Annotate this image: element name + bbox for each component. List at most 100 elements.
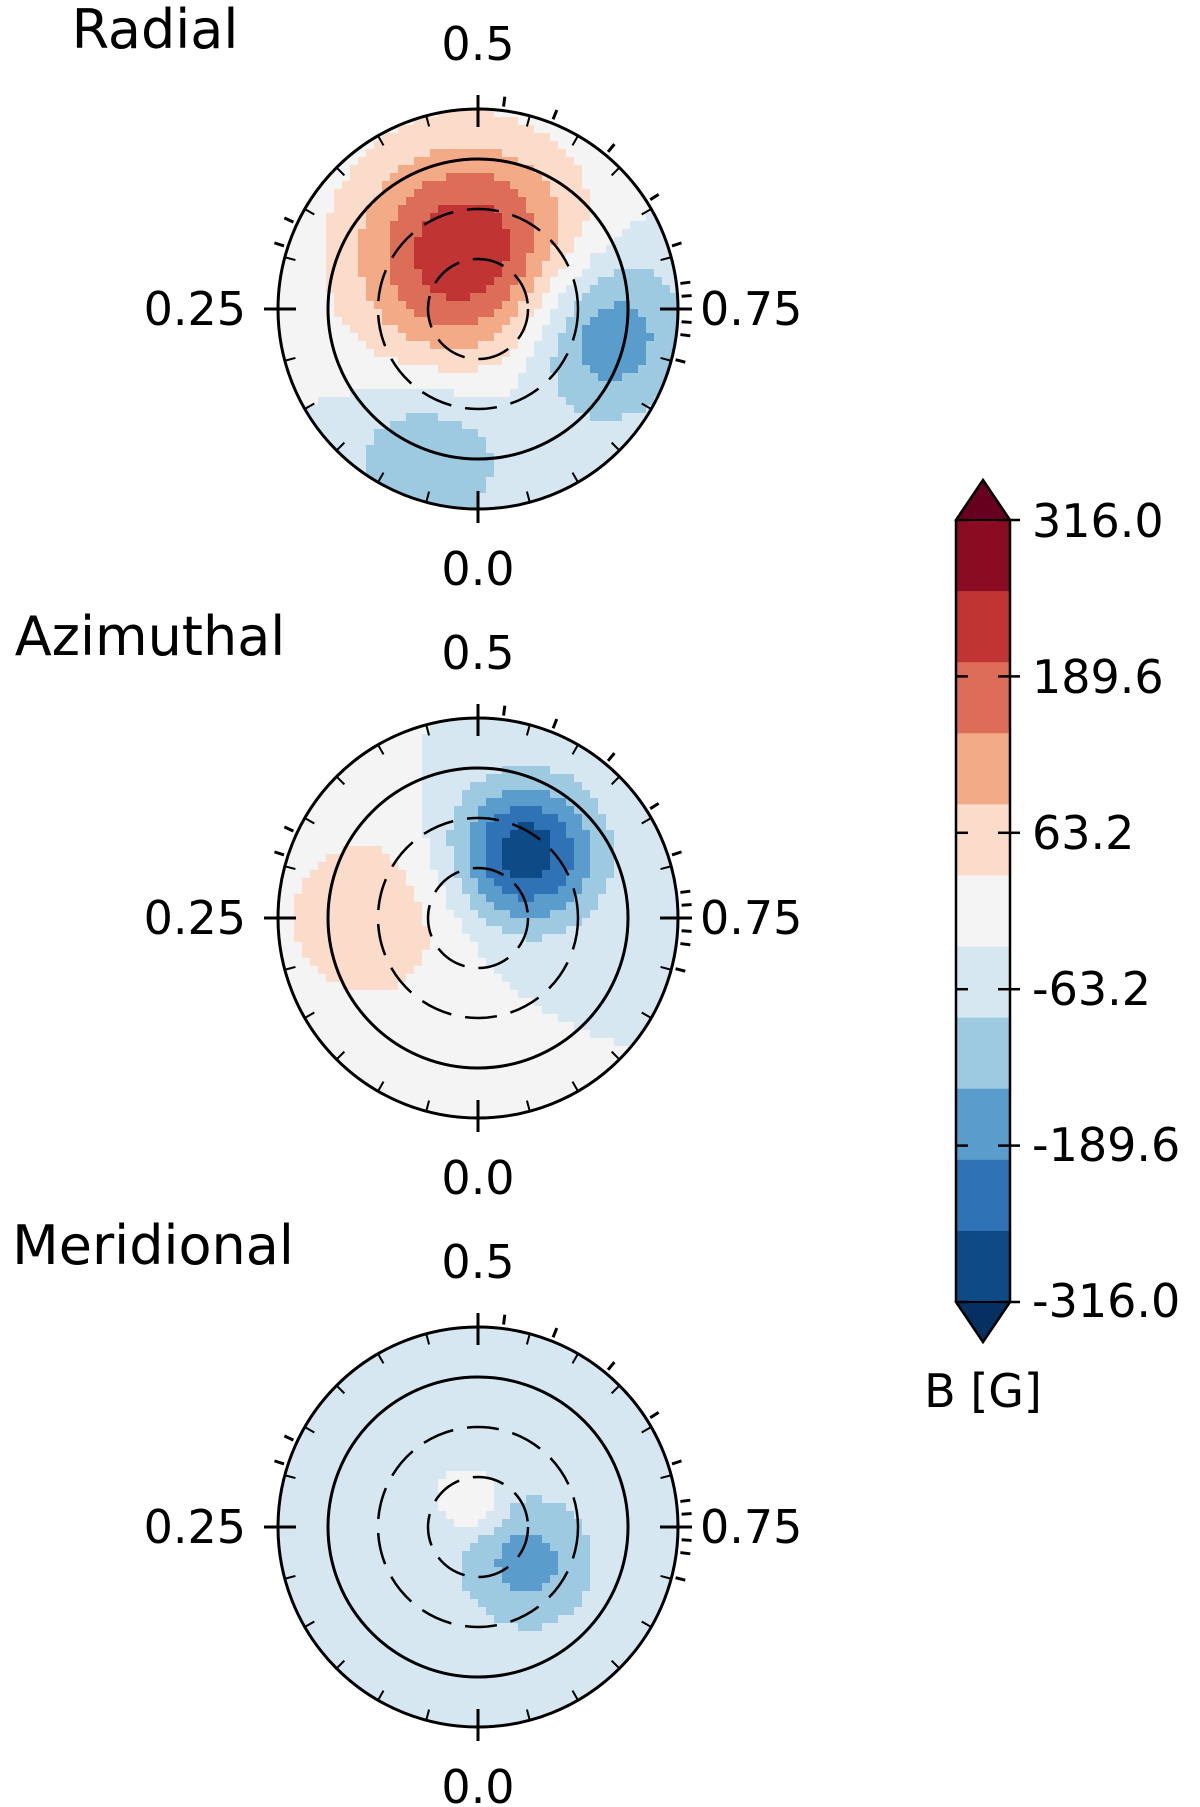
contour-cell bbox=[606, 966, 615, 975]
contour-cell bbox=[430, 1094, 439, 1103]
contour-cell bbox=[590, 429, 599, 438]
contour-cell bbox=[286, 926, 295, 935]
contour-cell bbox=[502, 445, 511, 454]
contour-cell bbox=[598, 870, 607, 879]
contour-cell bbox=[494, 1006, 503, 1015]
contour-cell bbox=[662, 966, 671, 975]
contour-cell bbox=[510, 453, 519, 462]
phase-mark bbox=[680, 280, 691, 285]
contour-cell bbox=[534, 982, 543, 991]
contour-cell bbox=[598, 958, 607, 967]
contour-cell bbox=[302, 918, 311, 927]
contour-cell bbox=[526, 1431, 535, 1440]
contour-cell bbox=[454, 990, 463, 999]
contour-cell bbox=[462, 1359, 471, 1368]
contour-cell bbox=[462, 477, 471, 486]
border-tick bbox=[304, 1011, 315, 1019]
contour-cell bbox=[558, 990, 567, 999]
contour-cell bbox=[406, 261, 415, 270]
contour-cell bbox=[398, 301, 407, 310]
contour-cell bbox=[590, 349, 599, 358]
contour-cell bbox=[374, 782, 383, 791]
contour-cell bbox=[670, 894, 678, 903]
contour-cell bbox=[478, 221, 487, 230]
contour-cell bbox=[526, 982, 535, 991]
contour-cell bbox=[326, 317, 335, 326]
phase-mark bbox=[671, 241, 682, 248]
contour-cell bbox=[486, 485, 495, 494]
contour-cell bbox=[590, 1375, 599, 1384]
contour-cell bbox=[566, 189, 575, 198]
contour-cell bbox=[342, 878, 351, 887]
contour-cell bbox=[494, 1110, 503, 1118]
contour-cell bbox=[550, 1463, 559, 1472]
contour-cell bbox=[414, 1383, 423, 1392]
contour-cell bbox=[502, 1030, 511, 1039]
contour-cell bbox=[358, 365, 367, 374]
contour-cell bbox=[638, 397, 647, 406]
contour-cell bbox=[478, 269, 487, 278]
contour-cell bbox=[606, 1439, 615, 1448]
contour-cell bbox=[358, 790, 367, 799]
contour-cell bbox=[358, 902, 367, 911]
contour-cell bbox=[470, 1343, 479, 1352]
contour-cell bbox=[366, 1006, 375, 1015]
contour-cell bbox=[326, 1423, 335, 1432]
contour-cell bbox=[302, 221, 311, 230]
contour-cell bbox=[358, 1030, 367, 1039]
contour-cell bbox=[438, 1463, 447, 1472]
contour-cell bbox=[566, 293, 575, 302]
contour-cell bbox=[654, 886, 663, 895]
contour-cell bbox=[582, 902, 591, 911]
contour-cell bbox=[398, 293, 407, 302]
contour-cell bbox=[510, 1022, 519, 1031]
contour-cell bbox=[646, 934, 655, 943]
contour-cell bbox=[478, 846, 487, 855]
contour-cell bbox=[486, 133, 495, 142]
contour-cell bbox=[566, 806, 575, 815]
contour-cell bbox=[462, 1054, 471, 1063]
contour-cell bbox=[422, 766, 431, 775]
contour-cell bbox=[526, 758, 535, 767]
contour-cell bbox=[582, 990, 591, 999]
contour-cell bbox=[662, 942, 671, 951]
contour-cell bbox=[462, 501, 471, 509]
contour-cell bbox=[446, 1359, 455, 1368]
contour-cell bbox=[430, 141, 439, 150]
contour-cell bbox=[470, 277, 479, 286]
border-tick bbox=[335, 775, 346, 786]
contour-cell bbox=[558, 1439, 567, 1448]
contour-cell bbox=[574, 1046, 583, 1055]
contour-cell bbox=[566, 445, 575, 454]
contour-cell bbox=[494, 966, 503, 975]
contour-cell bbox=[646, 229, 655, 238]
contour-cell bbox=[446, 437, 455, 446]
contour-cell bbox=[286, 942, 295, 951]
contour-cell bbox=[518, 750, 527, 759]
contour-cell bbox=[470, 261, 479, 270]
contour-cell bbox=[606, 870, 615, 879]
border-tick bbox=[304, 817, 315, 825]
contour-cell bbox=[606, 766, 615, 775]
contour-cell bbox=[454, 1343, 463, 1352]
contour-cell bbox=[446, 774, 455, 783]
contour-cell bbox=[510, 1359, 519, 1368]
contour-cell bbox=[486, 253, 495, 262]
contour-cell bbox=[454, 181, 463, 190]
contour-cell bbox=[310, 269, 319, 278]
contour-cell bbox=[590, 221, 599, 230]
contour-cell bbox=[382, 453, 391, 462]
contour-cell bbox=[638, 381, 647, 390]
contour-cell bbox=[574, 950, 583, 959]
contour-cell bbox=[318, 1447, 327, 1456]
contour-cell bbox=[526, 157, 535, 166]
contour-cell bbox=[478, 1030, 487, 1039]
contour-cell bbox=[462, 253, 471, 262]
contour-cell bbox=[574, 814, 583, 823]
contour-cell bbox=[446, 277, 455, 286]
contour-cell bbox=[382, 854, 391, 863]
contour-cell bbox=[582, 237, 591, 246]
contour-cell bbox=[398, 822, 407, 831]
contour-cell bbox=[414, 349, 423, 358]
contour-cell bbox=[630, 974, 639, 983]
